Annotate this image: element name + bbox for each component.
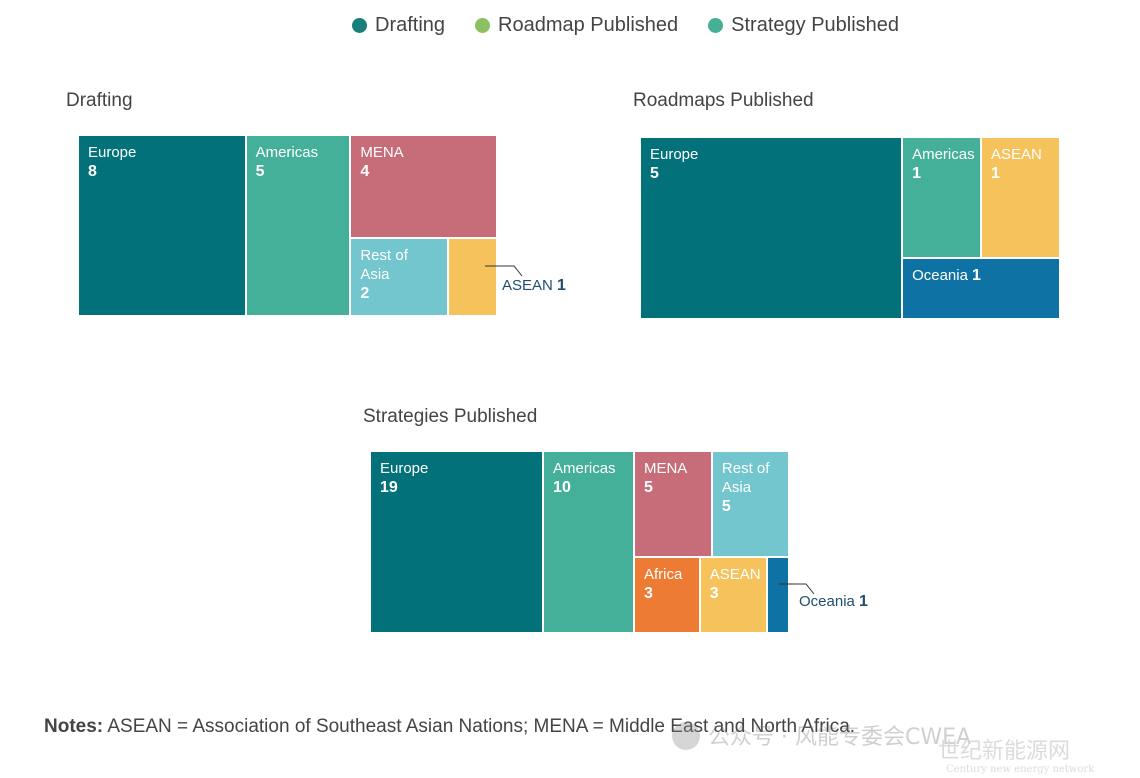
treemap-cell-asean: ASEAN 3 bbox=[699, 556, 767, 633]
strategies-title: Strategies Published bbox=[363, 406, 538, 427]
cell-label-americas: Americas bbox=[912, 146, 975, 163]
cell-value-africa: 3 bbox=[643, 584, 653, 602]
treemap-cell-mena: MENA 4 bbox=[350, 135, 497, 239]
cell-label-africa: Africa bbox=[643, 565, 683, 583]
legend-item-strategy: Strategy Published bbox=[708, 14, 899, 37]
callout-label-asean: ASEAN bbox=[502, 277, 558, 294]
treemap-cell-oceania: Oceania 1 bbox=[902, 258, 1060, 319]
cell-label-europe: Europe bbox=[650, 146, 699, 163]
treemap-cell-americas: Americas 5 bbox=[245, 135, 351, 316]
chart-legend: Drafting Roadmap Published Strategy Publ… bbox=[352, 14, 899, 37]
cell-value-americas: 1 bbox=[912, 165, 921, 182]
legend-swatch-strategy bbox=[708, 18, 724, 33]
legend-swatch-drafting bbox=[352, 18, 367, 33]
roadmaps-treemap: Europe 5 Americas 1 ASEAN 1 Oceania 1 bbox=[640, 137, 1060, 319]
treemap-cell-europe: Europe 19 bbox=[370, 451, 544, 633]
leader-line-oceania bbox=[779, 583, 815, 595]
treemap-cell-africa: Africa 3 bbox=[633, 556, 700, 633]
treemap-cell-europe: Europe 5 bbox=[640, 137, 903, 319]
cell-value-mena: 4 bbox=[360, 163, 370, 180]
cell-value-europe: 19 bbox=[380, 479, 398, 496]
legend-item-drafting: Drafting bbox=[352, 14, 445, 37]
cell-label-oceania: Oceania bbox=[912, 267, 968, 285]
drafting-title: Drafting bbox=[66, 90, 133, 111]
cell-value-asean: 3 bbox=[709, 584, 719, 602]
treemap-cell-europe: Europe 8 bbox=[78, 135, 246, 316]
cell-value-oceania: 1 bbox=[971, 267, 981, 285]
legend-item-roadmap: Roadmap Published bbox=[475, 14, 678, 37]
roadmaps-title: Roadmaps Published bbox=[633, 90, 814, 111]
cell-label-europe: Europe bbox=[88, 144, 137, 161]
treemap-cell-americas: Americas 10 bbox=[543, 451, 634, 633]
notes: Notes: ASEAN = Association of Southeast … bbox=[44, 716, 855, 738]
leader-line-asean bbox=[485, 265, 523, 277]
cell-value-asean: 1 bbox=[991, 165, 1000, 182]
callout-value-asean: 1 bbox=[557, 277, 566, 294]
cell-label-europe: Europe bbox=[380, 460, 429, 477]
treemap-cell-oceania bbox=[766, 556, 789, 633]
cell-label-mena: MENA bbox=[360, 144, 404, 161]
treemap-cell-asean: ASEAN 1 bbox=[981, 137, 1060, 259]
cell-value-rest-of-asia: 5 bbox=[721, 498, 731, 515]
cell-value-europe: 5 bbox=[650, 165, 659, 182]
legend-label-strategy: Strategy Published bbox=[731, 14, 900, 36]
cell-label-asean: ASEAN bbox=[991, 146, 1042, 163]
callout-oceania: Oceania 1 bbox=[799, 593, 868, 611]
notes-prefix: Notes: bbox=[44, 716, 104, 737]
cell-value-rest-of-asia: 2 bbox=[360, 285, 370, 303]
treemap-cell-mena: MENA 5 bbox=[633, 451, 712, 557]
notes-text: ASEAN = Association of Southeast Asian N… bbox=[103, 716, 856, 737]
cell-value-mena: 5 bbox=[643, 479, 653, 496]
watermark-line3: Century new energy network bbox=[946, 764, 1095, 774]
cell-label-mena: MENA bbox=[643, 460, 688, 477]
legend-label-drafting: Drafting bbox=[375, 14, 446, 36]
strategies-treemap: Europe 19 Americas 10 MENA 5 Rest of Asia 5 Afri… bbox=[370, 451, 789, 633]
cell-value-americas: 10 bbox=[553, 479, 571, 496]
drafting-treemap: Europe 8 Americas 5 MENA 4 Rest of Asia 2 bbox=[78, 135, 497, 316]
cell-label-rest-of-asia: Rest of Asia bbox=[721, 460, 770, 496]
cell-label-asean: ASEAN bbox=[709, 565, 761, 583]
cell-value-americas: 5 bbox=[255, 163, 265, 180]
callout-value-oceania: 1 bbox=[859, 593, 868, 610]
treemap-cell-asean bbox=[448, 238, 497, 316]
legend-swatch-roadmap bbox=[475, 18, 491, 33]
treemap-cell-rest-of-asia: Rest of Asia 2 bbox=[350, 238, 449, 316]
callout-asean: ASEAN 1 bbox=[502, 277, 566, 295]
cell-label-rest-of-asia: Rest of Asia bbox=[360, 247, 408, 284]
treemap-cell-rest-of-asia: Rest of Asia 5 bbox=[711, 451, 789, 557]
callout-label-oceania: Oceania bbox=[799, 593, 860, 610]
cell-value-europe: 8 bbox=[88, 163, 97, 180]
watermark-line2: 世纪新能源网 bbox=[938, 739, 1070, 764]
legend-label-roadmap: Roadmap Published bbox=[498, 14, 679, 36]
cell-label-americas: Americas bbox=[553, 460, 616, 477]
cell-label-americas: Americas bbox=[255, 144, 319, 161]
treemap-cell-americas: Americas 1 bbox=[902, 137, 982, 259]
